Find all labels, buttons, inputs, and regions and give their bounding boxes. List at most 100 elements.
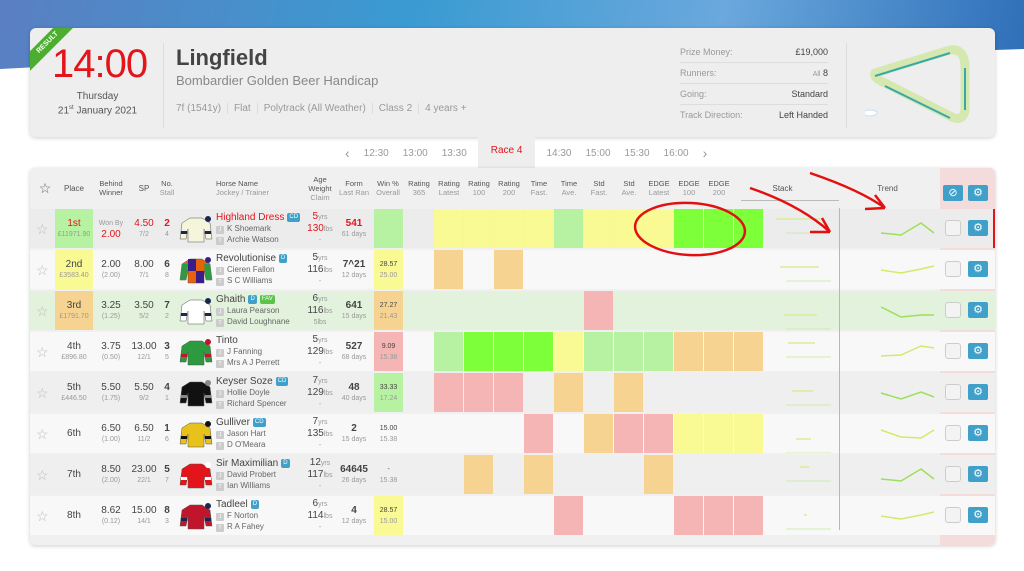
select-checkbox[interactable] [945,384,961,400]
race-tab[interactable]: 15:00 [585,147,611,159]
star-icon[interactable]: ☆ [36,508,49,524]
jockey-name[interactable]: David Probert [227,470,276,479]
trainer-name[interactable]: S C Williams [227,276,273,285]
trainer-name[interactable]: Ian Williams [227,481,271,490]
select-checkbox[interactable] [945,261,961,277]
rating-column-header[interactable]: EDGE 100 [678,179,700,197]
race-tab[interactable]: 16:00 [663,147,689,159]
jockey-name[interactable]: K Shoemark [227,224,272,233]
horse-name-link[interactable]: Gulliver [216,417,250,428]
behind-winner-cell: 3.25 (1.25) [101,299,121,320]
rating-column-header[interactable]: Rating 365 [408,179,430,197]
star-icon[interactable]: ☆ [36,385,49,401]
select-checkbox[interactable] [945,466,961,482]
horse-name-link[interactable]: Sir Maximilian [216,458,279,469]
trainer-name[interactable]: David Loughnane [227,317,290,326]
trainer-name[interactable]: Archie Watson [227,235,279,244]
runner-row[interactable]: ☆ 7th 8.50 (2.00) 23.00 22/1 5 7 Sir Maximilian D… [30,455,995,494]
runner-row[interactable]: ☆ 8th 8.62 (0.12) 15.00 14/1 8 3 Tadleel D J F Nort… [30,496,995,535]
trainer-name[interactable]: R A Fahey [227,522,264,531]
select-checkbox[interactable] [945,425,961,441]
stack-trend-sparkline [780,265,935,282]
horse-name-link[interactable]: Highland Dress [216,212,285,223]
race-tab[interactable]: 12:30 [363,147,389,159]
rating-column-header[interactable]: EDGE Latest [648,179,670,197]
rating-cell [584,373,613,412]
jockey-name[interactable]: Hollie Doyle [227,388,270,397]
trainer-name[interactable]: D O'Meara [227,440,266,449]
runner-row[interactable]: ☆ 5th £446.50 5.50 (1.75) 5.50 9/2 4 1 Keyser Soz… [30,373,995,412]
sp-cell: 13.00 12/1 [131,340,157,361]
favourite-all-star-icon[interactable]: ☆ [38,179,52,196]
trainer-name[interactable]: Richard Spencer [227,399,287,408]
star-icon[interactable]: ☆ [36,467,49,483]
row-settings-gear-button[interactable]: ⚙ [968,425,988,441]
runner-row[interactable]: ☆ 3rd £1791.70 3.25 (1.25) 3.50 5/2 7 2 Ghaith D FA… [30,291,995,330]
rating-cell [644,332,673,371]
race-tab[interactable]: 13:00 [402,147,428,159]
star-icon[interactable]: ☆ [36,262,49,278]
runner-row[interactable]: ☆ 4th £896.80 3.75 (0.50) 13.00 12/1 3 5 Tinto J J … [30,332,995,371]
trainer-name[interactable]: Mrs A J Perrett [227,358,280,367]
prev-race-arrow[interactable]: ‹ [345,145,350,161]
rating-cell [614,250,643,289]
row-settings-gear-button[interactable]: ⚙ [968,302,988,318]
next-race-arrow[interactable]: › [702,145,708,161]
rating-cell [524,373,553,412]
horse-name-link[interactable]: Ghaith [216,294,246,305]
rating-column-header[interactable]: Rating Latest [438,179,460,197]
rating-cell [464,496,493,535]
jockey-silk-icon [179,421,213,448]
horse-name-link[interactable]: Tadleel [216,499,248,510]
rating-column-header[interactable]: Time Fast. [530,179,548,197]
row-settings-gear-button[interactable]: ⚙ [968,261,988,277]
row-settings-gear-button[interactable]: ⚙ [968,220,988,236]
jockey-name[interactable]: Jason Hart [227,429,266,438]
select-checkbox[interactable] [945,220,961,236]
jockey-name[interactable]: J Fanning [227,347,263,356]
jockey-name[interactable]: F Norton [227,511,259,520]
horse-tag-badge: CD [252,418,266,428]
row-settings-gear-button[interactable]: ⚙ [968,343,988,359]
rating-column-header[interactable]: EDGE 200 [708,179,730,197]
race-tab[interactable]: 13:30 [441,147,467,159]
rating-column-header[interactable]: Time Ave. [560,179,578,197]
jockey-name[interactable]: Cieren Fallon [227,265,275,274]
star-icon[interactable]: ☆ [36,426,49,442]
rating-column-header[interactable]: Rating 100 [468,179,490,197]
rating-cell [614,332,643,371]
race-tab[interactable]: 14:30 [546,147,572,159]
race-tab[interactable]: 15:30 [624,147,650,159]
select-checkbox[interactable] [945,302,961,318]
horse-name-link[interactable]: Tinto [216,335,238,346]
horse-info: Revolutionise D J Cieren Fallon T S C William… [216,253,288,286]
hide-icon-button[interactable]: ⊘ [943,185,963,201]
star-icon[interactable]: ☆ [36,303,49,319]
horse-name-link[interactable]: Keyser Soze [216,376,273,387]
jockey-silk-icon [179,339,213,366]
runner-row[interactable]: ☆ 6th 6.50 (1.00) 6.50 11/2 1 6 Gulliver CD J Jason… [30,414,995,453]
runner-row[interactable]: ☆ 1st £11971.90 Won By 2.00 4.50 7/2 2 4 Highland… [30,209,995,248]
row-settings-gear-button[interactable]: ⚙ [968,507,988,523]
rating-column-header[interactable]: Std Ave. [621,179,637,197]
rating-cell [614,373,643,412]
select-checkbox[interactable] [945,507,961,523]
rating-cell [614,496,643,535]
rating-column-header[interactable]: Std Fast. [590,179,608,197]
behind-winner-cell: 6.50 (1.00) [101,422,121,443]
sp-cell: 15.00 14/1 [131,504,157,525]
rating-cell [554,414,583,453]
rating-cell [674,414,703,453]
select-checkbox[interactable] [945,343,961,359]
rating-column-header[interactable]: Rating 200 [498,179,520,197]
row-settings-gear-button[interactable]: ⚙ [968,384,988,400]
star-icon[interactable]: ☆ [36,344,49,360]
runner-row[interactable]: ☆ 2nd £3583.40 2.00 (2.00) 8.00 7/1 6 8 Revolutio… [30,250,995,289]
settings-gear-button[interactable]: ⚙ [968,185,988,201]
row-settings-gear-button[interactable]: ⚙ [968,466,988,482]
race-tab-active[interactable]: Race 4 [477,137,536,169]
stack-trend-sparkline [786,342,935,358]
horse-name-link[interactable]: Revolutionise [216,253,277,264]
jockey-name[interactable]: Laura Pearson [227,306,280,315]
star-icon[interactable]: ☆ [36,221,49,237]
